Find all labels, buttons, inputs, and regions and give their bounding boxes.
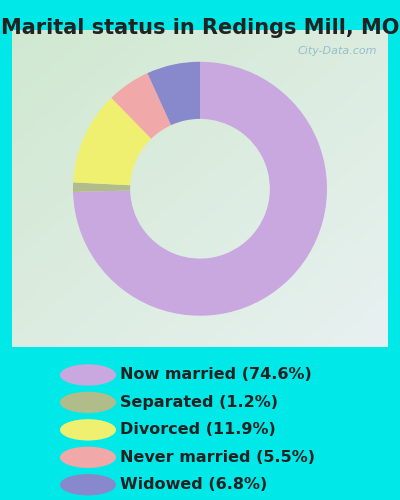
Circle shape (60, 419, 116, 440)
Circle shape (60, 474, 116, 496)
Text: Marital status in Redings Mill, MO: Marital status in Redings Mill, MO (1, 18, 399, 38)
Wedge shape (73, 182, 130, 192)
Wedge shape (111, 73, 171, 138)
Wedge shape (73, 62, 327, 316)
Circle shape (60, 392, 116, 413)
Circle shape (60, 446, 116, 468)
Text: Divorced (11.9%): Divorced (11.9%) (120, 422, 276, 438)
Text: Separated (1.2%): Separated (1.2%) (120, 395, 278, 410)
Wedge shape (147, 62, 200, 125)
Text: Never married (5.5%): Never married (5.5%) (120, 450, 315, 465)
Wedge shape (73, 98, 151, 185)
Text: City-Data.com: City-Data.com (297, 46, 377, 56)
Text: Widowed (6.8%): Widowed (6.8%) (120, 477, 267, 492)
Circle shape (60, 364, 116, 386)
Text: Now married (74.6%): Now married (74.6%) (120, 368, 312, 382)
